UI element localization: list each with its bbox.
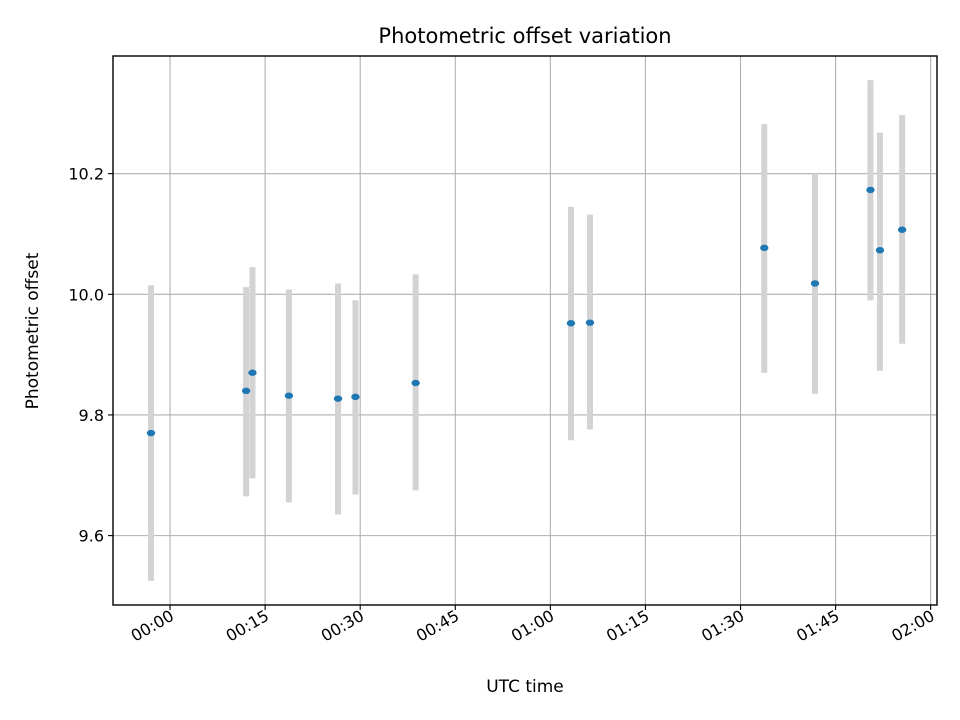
y-tick-label: 9.6: [79, 527, 104, 546]
data-point: [333, 395, 343, 402]
data-point: [566, 320, 576, 327]
data-point: [810, 280, 820, 287]
data-point: [241, 387, 251, 395]
x-axis-label: UTC time: [486, 677, 564, 697]
data-point: [146, 429, 156, 437]
plot-frame: [112, 55, 938, 606]
data-point: [411, 379, 420, 387]
data-point: [351, 393, 360, 401]
y-tick-label: 9.8: [79, 406, 104, 425]
y-tick-label: 10.2: [68, 165, 104, 184]
data-point: [248, 369, 257, 376]
data-point: [897, 226, 907, 233]
data-point: [875, 247, 885, 254]
data-point: [760, 244, 769, 252]
y-tick-label: 10.0: [68, 285, 104, 304]
data-point: [585, 319, 595, 326]
y-axis-label: Photometric offset: [23, 252, 43, 409]
grid: [113, 56, 937, 605]
data-point: [866, 186, 875, 194]
data-point: [284, 392, 294, 399]
chart-title: Photometric offset variation: [378, 24, 671, 48]
data-points: [146, 186, 907, 437]
y-axis-ticks: 9.6 9.8 10.0 10.2: [68, 165, 113, 546]
